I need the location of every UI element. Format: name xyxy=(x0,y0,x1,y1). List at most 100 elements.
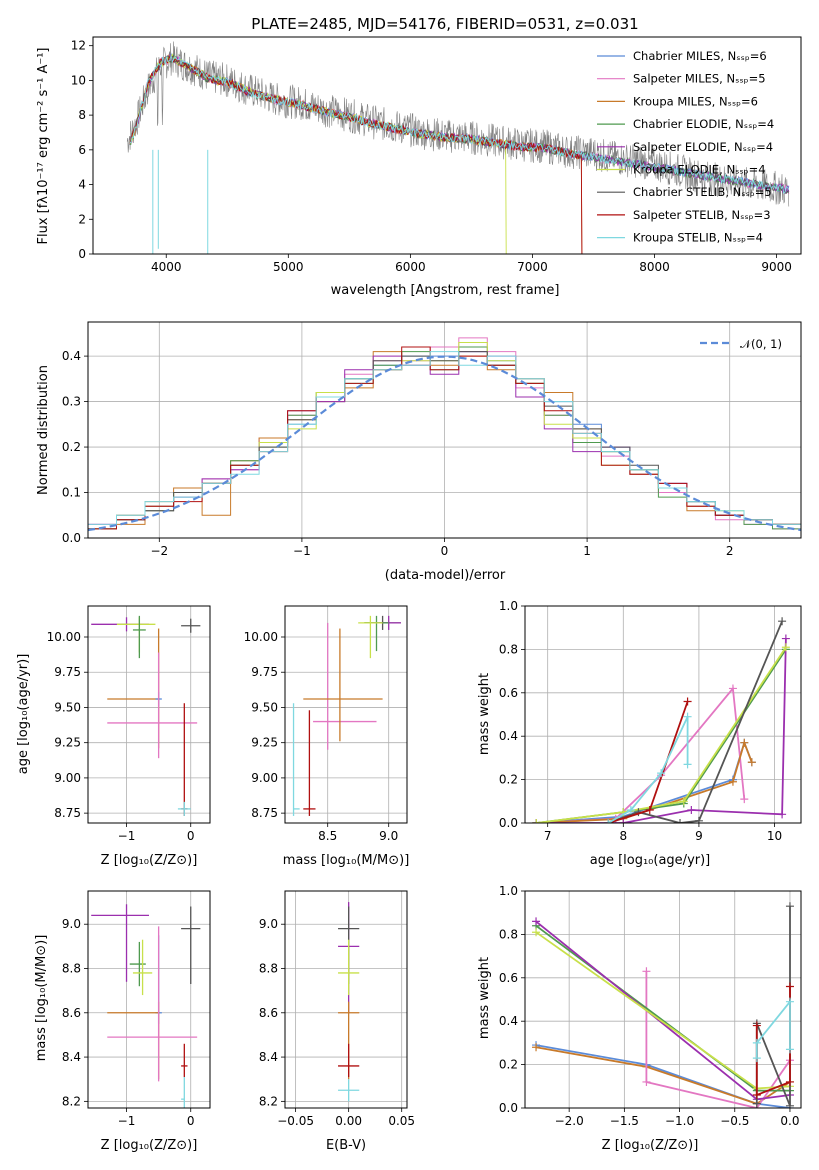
x-tick-label: 7 xyxy=(544,829,552,843)
series-line xyxy=(755,906,791,1107)
x-tick-label: 0.0 xyxy=(780,1114,799,1128)
age-z-xlabel: Z [log₁₀(Z/Z⊙)] xyxy=(101,853,198,868)
x-tick-label: 2 xyxy=(726,544,734,558)
x-tick-label: 7000 xyxy=(517,260,548,274)
x-tick-label: 8.5 xyxy=(318,829,337,843)
y-tick-label: 9.25 xyxy=(251,736,278,750)
spectrum-panel: 4000 5000 6000 7000 8000 9000 0 2 4 6 8 10 12 Chabrie… xyxy=(71,36,802,274)
series-marker xyxy=(532,917,541,926)
x-tick-label: 8 xyxy=(619,829,627,843)
residuals-ylabel: Normed distribution xyxy=(36,365,51,495)
series-marker xyxy=(683,697,692,706)
series-line xyxy=(607,620,783,823)
y-tick-label: 8.8 xyxy=(259,962,278,976)
x-tick-label: −2.0 xyxy=(555,1114,584,1128)
plot-area xyxy=(532,617,790,823)
y-tick-label: 9.50 xyxy=(251,700,278,714)
plot-area xyxy=(88,337,801,532)
series-marker xyxy=(657,769,666,778)
legend: Chabrier MILES, Nₛₛₚ=6 Salpeter MILES, Nₛ… xyxy=(597,49,774,245)
series-marker xyxy=(785,902,794,911)
series-marker xyxy=(642,967,651,976)
y-tick-label: 0.1 xyxy=(62,486,81,500)
series-marker xyxy=(728,684,737,693)
y-tick-label: 1.0 xyxy=(499,884,518,898)
y-tick-label: 9.00 xyxy=(54,771,81,785)
series-marker xyxy=(781,634,790,643)
plot-area xyxy=(292,615,401,816)
series-marker xyxy=(781,643,790,652)
mass-ebv-xlabel: E(B-V) xyxy=(326,1138,366,1153)
y-tick-label: 8.2 xyxy=(62,1094,81,1108)
spectrum-ylabel: Flux [fλ10⁻¹⁷ erg cm⁻² s⁻¹ A⁻¹] xyxy=(36,48,51,245)
x-tick-label: 9 xyxy=(695,829,703,843)
series-line xyxy=(755,986,791,1097)
y-tick-label: 0.0 xyxy=(62,531,81,545)
series-marker xyxy=(785,982,794,991)
legend-label: Salpeter ELODIE, Nₛₛₚ=4 xyxy=(633,140,773,154)
y-tick-label: 0.6 xyxy=(499,686,518,700)
model-line xyxy=(129,54,583,254)
mw-z-xlabel: Z [log₁₀(Z/Z⊙)] xyxy=(602,1138,699,1153)
series-line xyxy=(645,971,791,1108)
y-tick-label: 4 xyxy=(78,178,86,192)
series-marker xyxy=(645,805,654,814)
x-tick-label: 0.05 xyxy=(388,1114,415,1128)
normal-curve xyxy=(88,355,801,532)
y-tick-label: 1.0 xyxy=(499,599,518,613)
age-mass-xlabel: mass [log₁₀(M/M⊙)] xyxy=(283,853,410,868)
series-line xyxy=(536,646,787,823)
series-line xyxy=(535,1044,791,1108)
legend-label: Chabrier STELIB, Nₛₛₚ=5 xyxy=(633,185,772,199)
x-tick-label: −1 xyxy=(118,1114,136,1128)
y-tick-label: 9.0 xyxy=(62,917,81,931)
series-marker xyxy=(752,1090,761,1099)
series-marker xyxy=(778,810,787,819)
mass-vs-ebv-panel: −0.05 0.00 0.05 8.2 8.4 8.6 8.8 9.0 xyxy=(259,890,415,1128)
age-vs-z-panel: −1 0 8.75 9.00 9.25 9.50 9.75 10.00 xyxy=(47,605,211,843)
plot-area xyxy=(91,904,201,1108)
y-tick-label: 0.3 xyxy=(62,395,81,409)
x-tick-label: −2 xyxy=(150,544,168,558)
series-marker xyxy=(728,777,737,786)
x-tick-label: 0 xyxy=(441,544,449,558)
legend-label: Chabrier MILES, Nₛₛₚ=6 xyxy=(633,49,767,63)
y-tick-label: 9.75 xyxy=(54,665,81,679)
y-tick-label: 0.0 xyxy=(499,816,518,830)
y-tick-label: 0.4 xyxy=(499,729,518,743)
series-marker xyxy=(785,1045,794,1054)
axes-frame xyxy=(87,605,211,824)
series-marker xyxy=(752,1099,761,1108)
series-marker xyxy=(604,819,613,823)
axes-frame xyxy=(524,605,802,824)
x-tick-label: −1.0 xyxy=(665,1114,694,1128)
series-line xyxy=(536,638,787,823)
x-tick-label: 5000 xyxy=(273,260,304,274)
x-tick-label: 6000 xyxy=(395,260,426,274)
y-tick-label: 8 xyxy=(78,108,86,122)
y-tick-label: 10 xyxy=(71,73,86,87)
x-tick-label: −0.5 xyxy=(720,1114,749,1128)
spectrum-xlabel: wavelength [Angstrom, rest frame] xyxy=(331,283,560,298)
histogram-step xyxy=(88,351,801,525)
axes-frame xyxy=(284,890,408,1109)
series-marker xyxy=(778,617,787,626)
y-tick-label: 12 xyxy=(71,39,86,53)
plot-area xyxy=(338,902,360,1102)
legend-label: 𝒩(0, 1) xyxy=(740,337,782,351)
y-tick-label: 10.00 xyxy=(244,630,278,644)
series-marker xyxy=(683,712,692,721)
x-tick-label: 0 xyxy=(187,1114,195,1128)
series-marker xyxy=(752,1054,761,1063)
x-tick-label: 8000 xyxy=(639,260,670,274)
y-tick-label: 0.2 xyxy=(499,1058,518,1072)
x-tick-label: 0 xyxy=(187,829,195,843)
y-tick-label: 8.75 xyxy=(251,806,278,820)
y-tick-label: 0.4 xyxy=(499,1014,518,1028)
y-tick-label: 9.0 xyxy=(259,917,278,931)
x-tick-label: 4000 xyxy=(151,260,182,274)
legend-label: Salpeter STELIB, Nₛₛₚ=3 xyxy=(633,208,771,222)
series-marker xyxy=(642,1077,651,1086)
plot-area xyxy=(532,902,794,1108)
y-tick-label: 0.0 xyxy=(499,1101,518,1115)
